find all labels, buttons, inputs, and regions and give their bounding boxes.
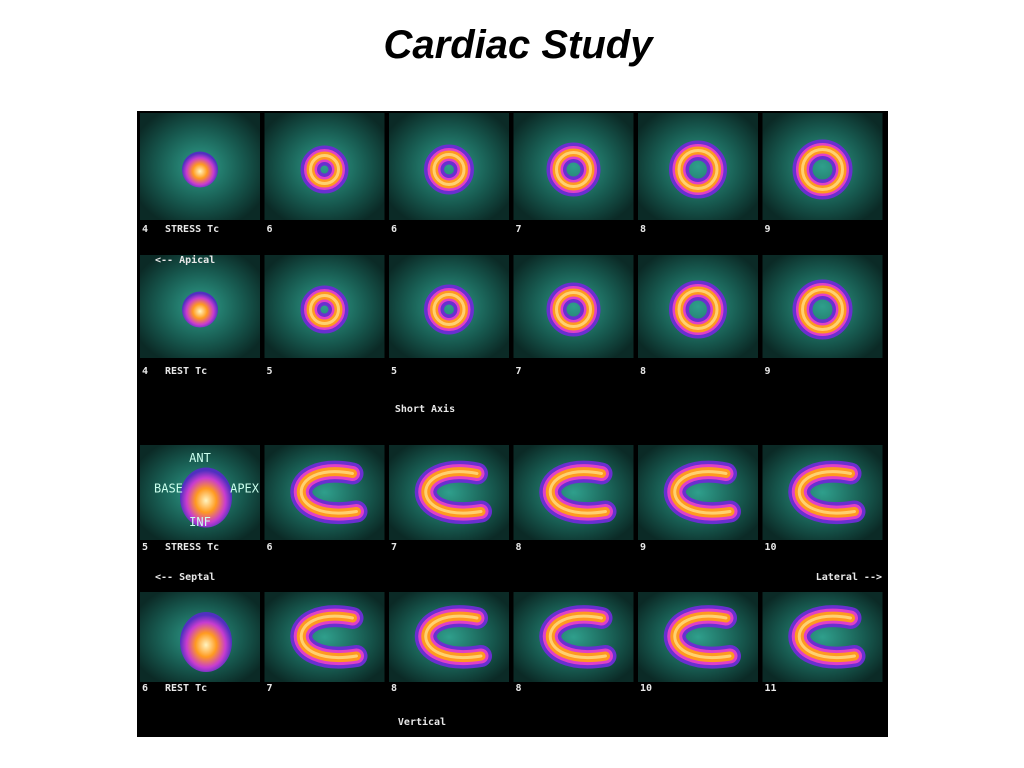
frame-label: STRESS Tc	[165, 224, 219, 235]
uptake	[180, 467, 232, 528]
uptake	[424, 614, 483, 659]
annotation: <-- Septal	[155, 572, 215, 583]
frame-number: 6	[391, 224, 397, 235]
uptake	[548, 614, 607, 659]
uptake	[548, 470, 607, 515]
scan-frame	[389, 592, 509, 682]
scan-frame	[762, 445, 883, 540]
frame-number: 8	[391, 683, 397, 694]
annotation: Lateral -->	[816, 572, 882, 583]
uptake	[801, 148, 844, 191]
uptake	[677, 149, 719, 190]
scan-frame	[264, 445, 385, 540]
uptake	[673, 614, 732, 659]
uptake	[180, 612, 232, 672]
frame-label: STRESS Tc	[165, 542, 219, 553]
frame-number: 6	[267, 224, 273, 235]
frame-number: 6	[142, 683, 148, 694]
uptake	[309, 154, 340, 185]
orientation-label: ANT	[189, 451, 211, 465]
orientation-label: APEX	[230, 482, 260, 496]
annotation: Vertical	[398, 716, 446, 728]
uptake	[677, 289, 719, 330]
slide-title: Cardiac Study	[384, 23, 655, 67]
scan-frame	[389, 255, 509, 358]
scan-frame	[762, 592, 883, 682]
uptake	[555, 151, 592, 188]
frame-number: 9	[765, 224, 771, 235]
frame-number: 7	[516, 224, 522, 235]
frame-number: 8	[640, 366, 646, 377]
scan-frame	[762, 113, 883, 220]
scan-frame	[264, 592, 385, 682]
frame-label: REST Tc	[165, 683, 207, 694]
uptake	[797, 614, 856, 659]
frame-number: 7	[267, 683, 273, 694]
scan-frame	[513, 113, 634, 220]
frame-number: 11	[765, 683, 777, 694]
frame-number: 9	[640, 542, 646, 553]
scan-frame	[638, 445, 758, 540]
uptake	[432, 153, 466, 186]
uptake	[424, 470, 483, 515]
scan-frame	[638, 255, 758, 358]
frame-label: REST Tc	[165, 366, 207, 377]
frame-number: 9	[765, 366, 771, 377]
scan-frame	[513, 592, 634, 682]
frame-number: 10	[640, 683, 652, 694]
frame-number: 4	[142, 366, 148, 377]
frame-number: 8	[516, 683, 522, 694]
uptake	[797, 470, 856, 515]
scan-frame	[513, 445, 634, 540]
uptake	[801, 288, 844, 331]
annotation: Short Axis	[395, 403, 455, 415]
scan-frame	[638, 113, 758, 220]
uptake	[299, 470, 358, 515]
orientation-label: BASE	[154, 482, 183, 496]
frame-number: 6	[267, 542, 273, 553]
uptake	[182, 291, 218, 328]
annotation: <-- Apical	[155, 254, 215, 266]
scan-frame	[389, 113, 509, 220]
frame-number: 10	[765, 542, 777, 553]
uptake	[182, 151, 218, 188]
orientation-label: INF	[189, 515, 211, 529]
scan-panels: 4 6 6 7 8 9 STRESS Tc 4 5 5 7 8 9 REST Tc ANT BASE APEX I…	[140, 113, 883, 694]
scan-frame	[638, 592, 758, 682]
scan-frame	[389, 445, 509, 540]
frame-number: 8	[516, 542, 522, 553]
uptake	[432, 293, 466, 326]
uptake	[299, 614, 358, 659]
frame-number: 7	[391, 542, 397, 553]
scan-frame	[762, 255, 883, 358]
frame-number: 5	[267, 366, 273, 377]
frame-number: 8	[640, 224, 646, 235]
uptake	[309, 294, 340, 325]
frame-number: 7	[516, 366, 522, 377]
frame-number: 4	[142, 224, 148, 235]
scan-frame	[264, 255, 385, 358]
uptake	[673, 470, 732, 515]
frame-number: 5	[142, 542, 148, 553]
uptake	[555, 291, 592, 328]
scan-frame	[513, 255, 634, 358]
frame-number: 5	[391, 366, 397, 377]
scan-frame	[264, 113, 385, 220]
